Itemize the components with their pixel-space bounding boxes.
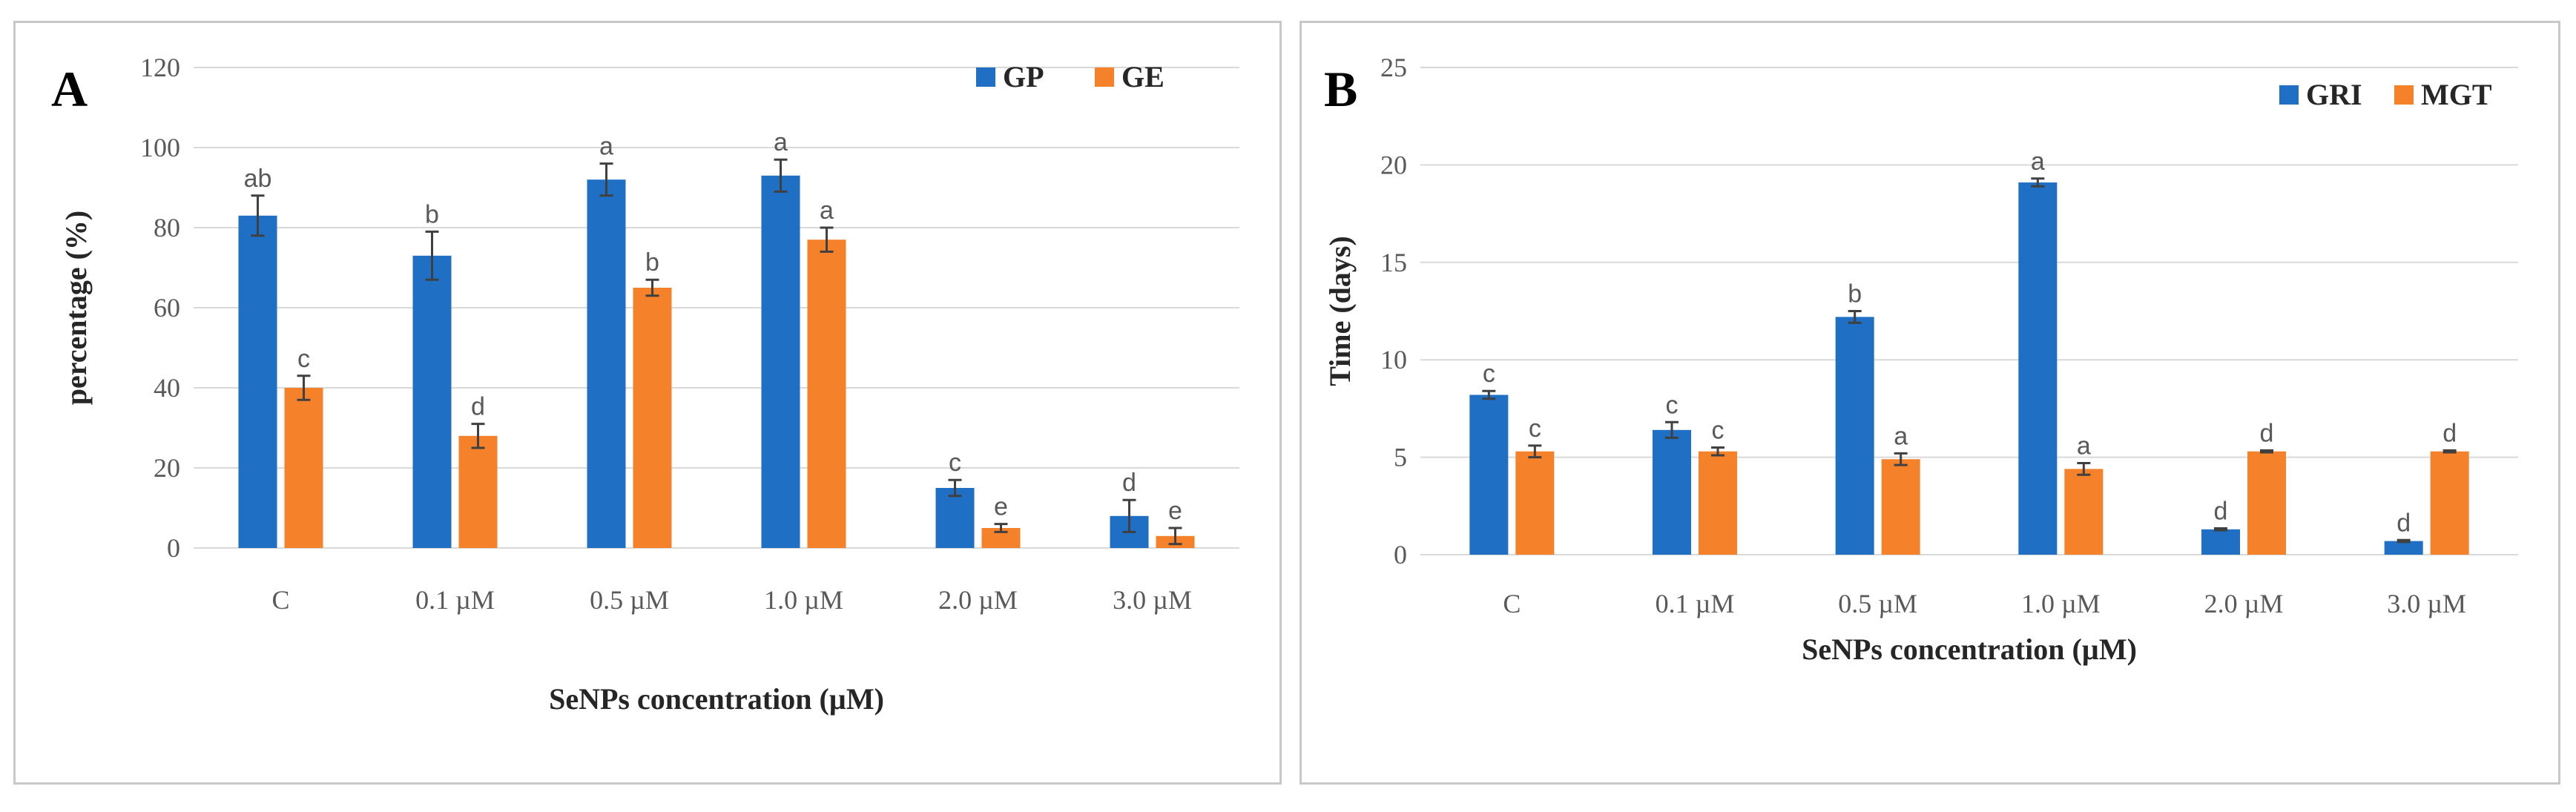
chart-a-x-tick-label: 0.5 µM	[590, 585, 669, 615]
chart-b-y-tick-label: 15	[1380, 248, 1407, 277]
chart-b-y-tick-label: 10	[1380, 345, 1407, 374]
chart-a-significance-letter: d	[1122, 469, 1136, 497]
chart-b-significance-letter: a	[1894, 422, 1908, 450]
chart-a-bar-gp	[935, 488, 975, 548]
chart-a-bar-ge	[458, 435, 498, 548]
chart-b-panel-label: B	[1324, 61, 1357, 117]
chart-a-x-tick-label: 0.1 µM	[415, 585, 495, 615]
chart-a-significance-letter: e	[1168, 497, 1182, 525]
chart-b-x-tick-label: 0.5 µM	[1838, 589, 1917, 618]
chart-b-bar-gri	[1835, 317, 1874, 555]
chart-b-y-tick-label: 20	[1380, 150, 1407, 179]
chart-b-significance-letter: a	[2077, 432, 2091, 460]
chart-a-legend-label-gp: GP	[1003, 60, 1044, 93]
chart-a-significance-letter: a	[774, 128, 788, 156]
chart-b-significance-letter: c	[1483, 360, 1495, 388]
chart-a-y-tick-label: 120	[140, 53, 180, 82]
chart-b-x-tick-label: 3.0 µM	[2387, 589, 2466, 618]
chart-a-bar-ge	[284, 388, 323, 548]
chart-a-x-tick-label: 2.0 µM	[938, 585, 1018, 615]
chart-b-bar-mgt	[1699, 451, 1737, 555]
chart-a-legend-swatch-gp	[976, 67, 995, 87]
chart-b-significance-letter: c	[1712, 416, 1725, 444]
chart-a-bar-gp	[412, 255, 452, 548]
chart-a-y-axis-title: percentage (%)	[59, 211, 93, 406]
chart-b-significance-letter: d	[2442, 419, 2457, 447]
chart-b-x-axis-title: SeNPs concentration (µM)	[1802, 633, 2137, 666]
chart-b-y-axis-title: Time (days)	[1323, 236, 1357, 386]
chart-b-bar-gri	[2201, 529, 2240, 555]
chart-b-significance-letter: a	[2031, 148, 2045, 176]
chart-a-x-tick-label: 1.0 µM	[764, 585, 843, 615]
chart-b-x-tick-label: 0.1 µM	[1656, 589, 1735, 618]
chart-b-legend-swatch-gri	[2279, 85, 2299, 105]
chart-a-bar-gp	[761, 175, 800, 549]
chart-a-y-tick-label: 0	[167, 533, 180, 563]
chart-b-y-tick-label: 5	[1394, 443, 1407, 472]
chart-b-bar-mgt	[1881, 459, 1920, 555]
chart-b-significance-letter: c	[1666, 391, 1679, 419]
chart-b-significance-letter: d	[2397, 509, 2411, 537]
chart-b-x-tick-label: 2.0 µM	[2204, 589, 2284, 618]
chart-a-legend-swatch-ge	[1095, 67, 1114, 87]
chart-b-y-tick-label: 0	[1394, 540, 1407, 570]
chart-b-significance-letter: d	[2214, 498, 2228, 526]
chart-a-x-axis-title: SeNPs concentration (µM)	[549, 682, 884, 716]
chart-a-significance-letter: c	[297, 345, 310, 373]
chart-a-x-tick-label: C	[271, 585, 289, 615]
chart-a-significance-letter: a	[820, 197, 834, 225]
chart-b-significance-letter: b	[1848, 280, 1862, 308]
chart-a-significance-letter: a	[599, 133, 613, 161]
chart-a-legend-label-ge: GE	[1121, 60, 1165, 93]
chart-a-significance-letter: e	[994, 493, 1008, 521]
chart-b-significance-letter: d	[2260, 419, 2274, 447]
chart-a-bar-gp	[238, 215, 277, 548]
chart-b-bar-gri	[2384, 541, 2423, 555]
chart-a-significance-letter: c	[949, 449, 961, 477]
chart-a-bar-ge	[633, 288, 672, 548]
chart-b-svg: 0 5 10 15 20 25 c c Cc c 0.1 µM b a 0.5 µM a a 1.0 µM d d 2…	[1323, 53, 2518, 666]
chart-b-bar-mgt	[2247, 451, 2286, 555]
chart-b-legend-label-gri: GRI	[2306, 78, 2362, 111]
chart-b-bar-mgt	[1515, 451, 1555, 555]
chart-b-bar-gri	[1653, 429, 1691, 555]
chart-b-legend-label-mgt: MGT	[2421, 78, 2492, 111]
chart-b-bar-gri	[2018, 182, 2058, 555]
chart-a-y-tick-label: 100	[140, 133, 180, 162]
chart-a-significance-letter: b	[425, 200, 439, 228]
chart-b-bar-mgt	[2064, 469, 2104, 555]
chart-a-y-tick-label: 20	[154, 453, 180, 483]
chart-a-bar-gp	[587, 179, 626, 548]
chart-b-bar-gri	[1469, 395, 1509, 555]
chart-a-significance-letter: ab	[244, 165, 272, 193]
chart-a-y-tick-label: 60	[154, 293, 180, 323]
chart-b-x-tick-label: 1.0 µM	[2021, 589, 2101, 618]
chart-b-x-tick-label: C	[1503, 589, 1521, 618]
chart-a-x-tick-label: 3.0 µM	[1113, 585, 1192, 615]
chart-a-bar-ge	[807, 240, 846, 548]
chart-b-bar-mgt	[2430, 451, 2469, 555]
chart-b-legend-swatch-mgt	[2394, 85, 2414, 105]
chart-a-y-tick-label: 40	[154, 373, 180, 403]
chart-b-y-tick-label: 25	[1380, 53, 1407, 82]
chart-a-significance-letter: d	[471, 393, 485, 421]
chart-a-panel-label: A	[51, 61, 88, 117]
chart-a-significance-letter: b	[645, 248, 659, 277]
chart-a-y-tick-label: 80	[154, 213, 180, 242]
chart-b-significance-letter: c	[1529, 415, 1541, 443]
